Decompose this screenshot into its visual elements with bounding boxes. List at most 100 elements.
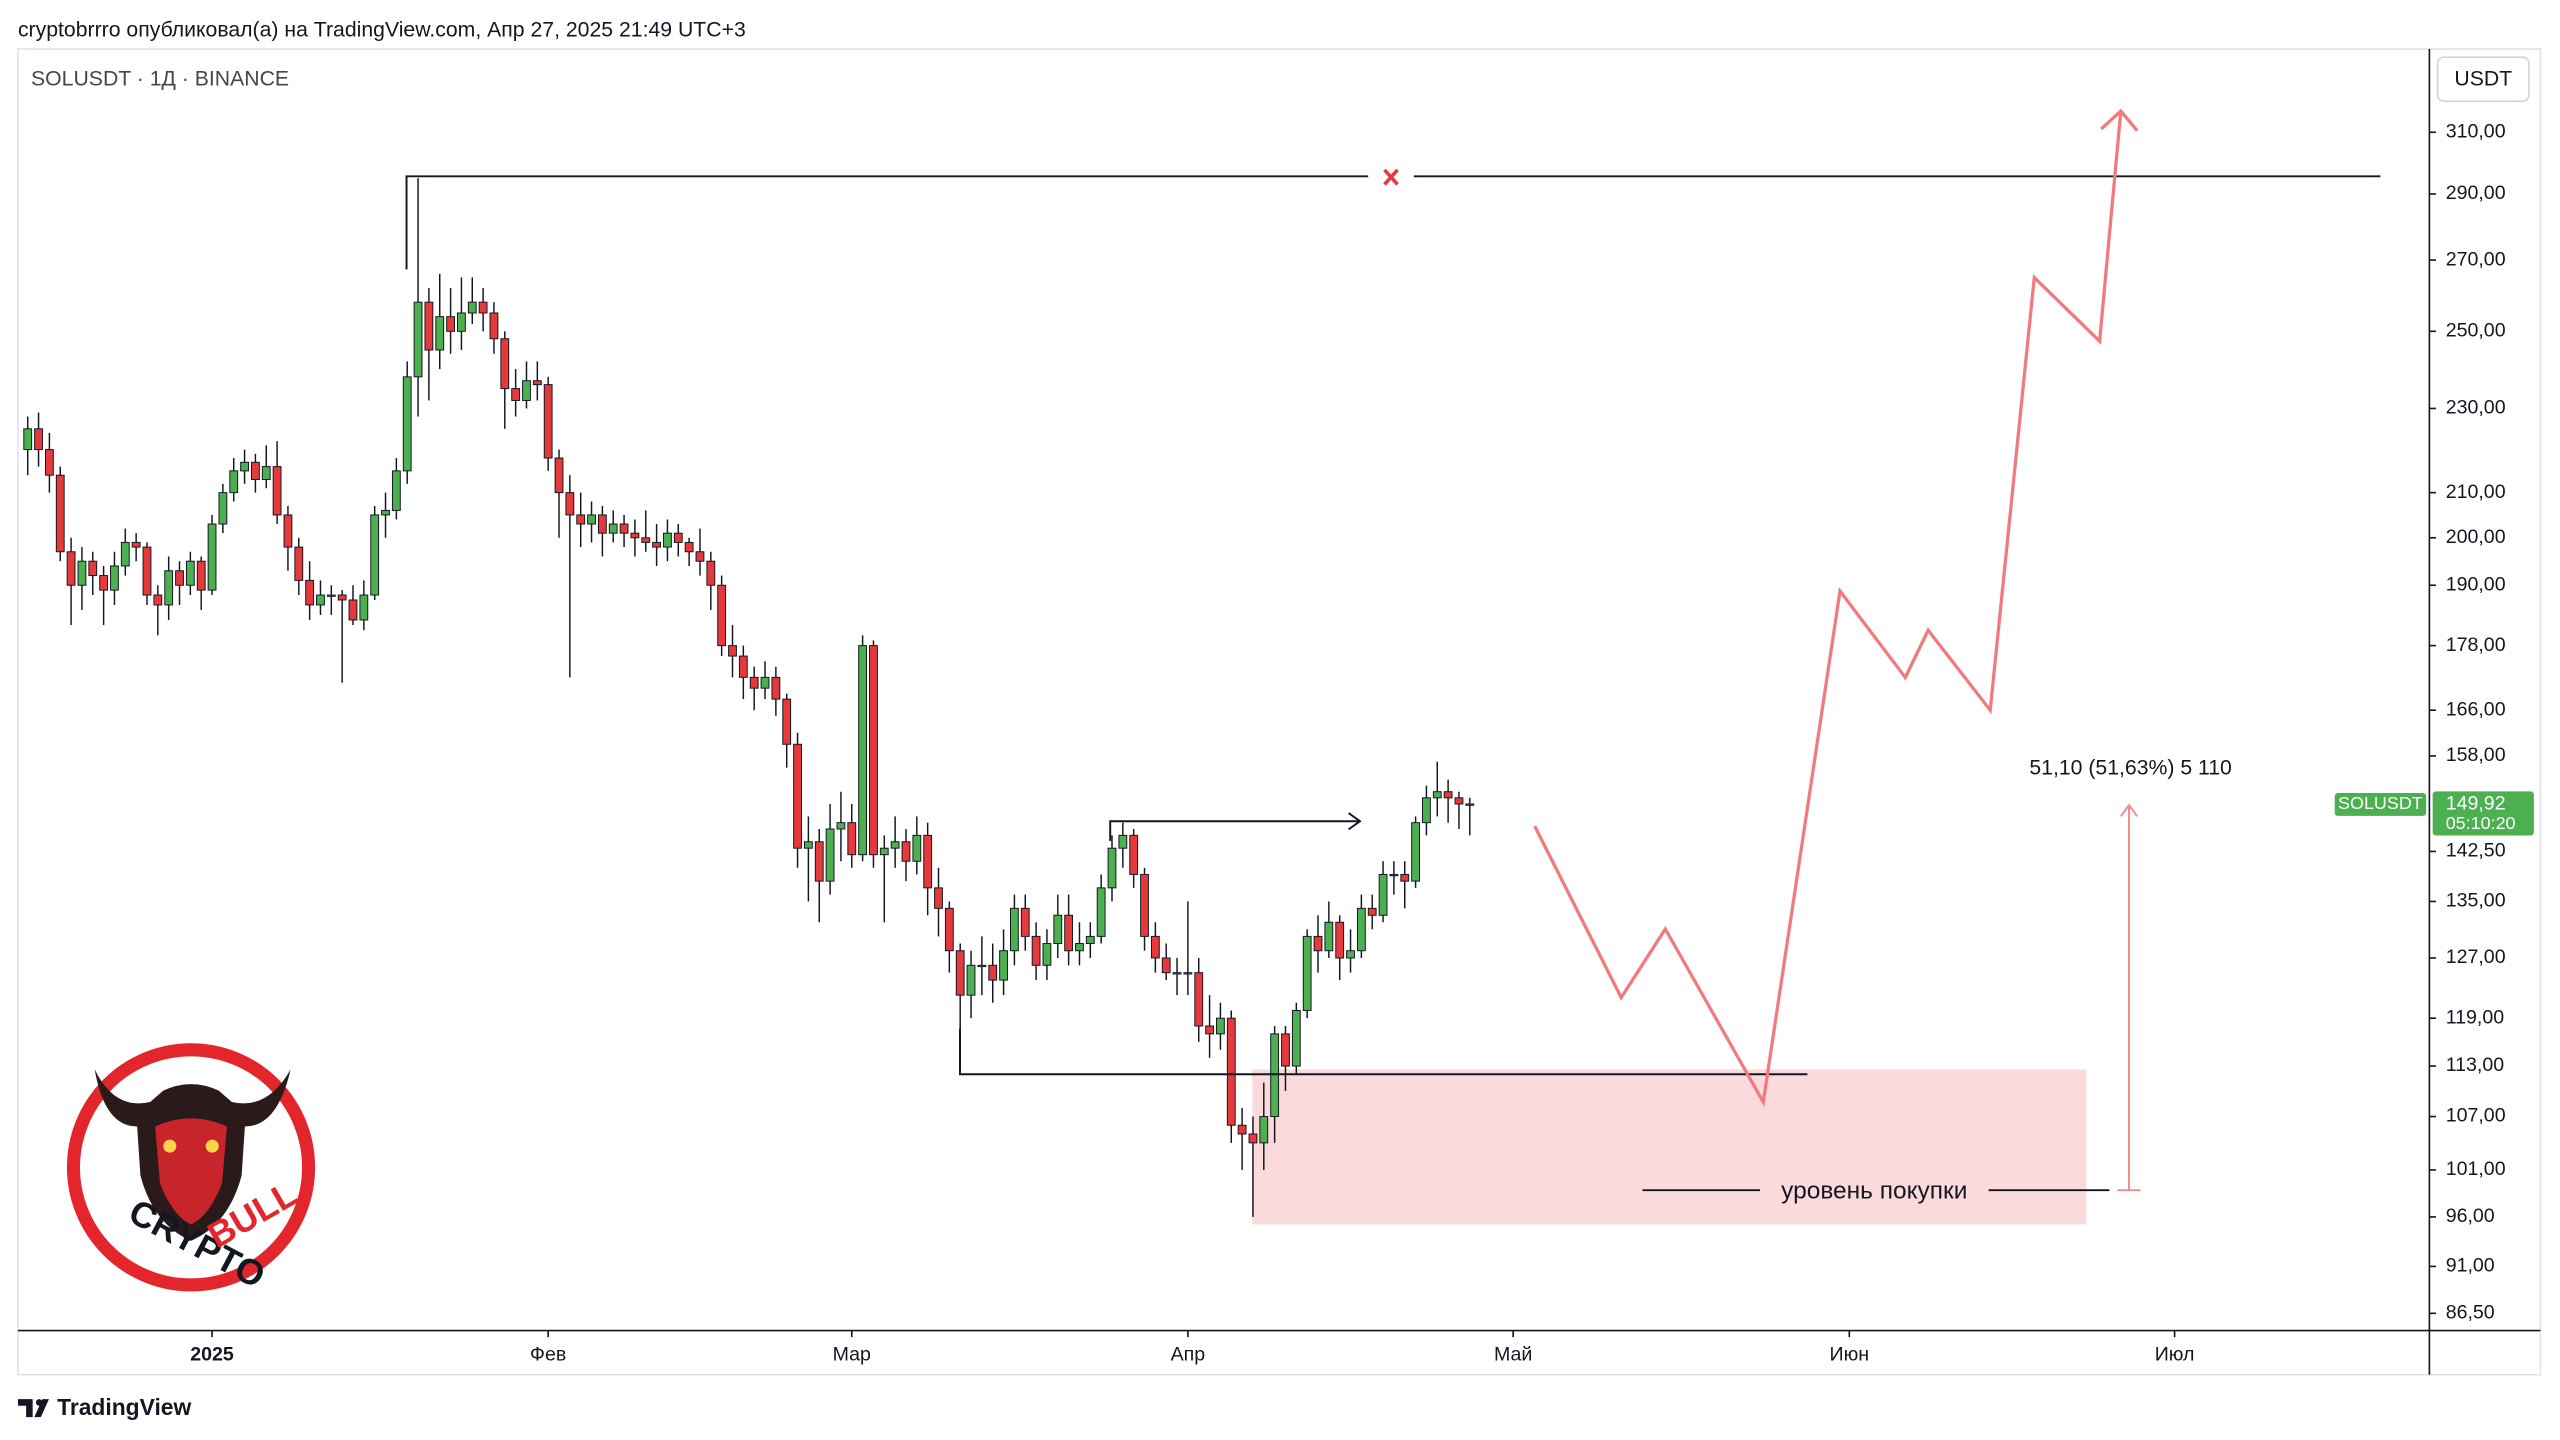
candle-body [251,461,260,481]
candle-body [478,301,488,314]
forecast-path [1533,110,2123,1107]
y-tick-label: 119,00 [2446,1006,2505,1028]
measure-label: 51,10 (51,63%) 5 110 [2029,757,2232,780]
candle-body [782,698,792,745]
candle-body [1378,873,1388,916]
symbol-title: SOLUSDT · 1Д · BINANCE [31,68,289,91]
y-tick-label: 101,00 [2446,1158,2506,1180]
arrow-line [1109,820,1360,841]
candle-body [55,474,65,553]
candle-body [1216,1017,1225,1035]
candle-body [196,560,206,591]
candle-body [1389,873,1399,877]
candle-body [847,822,857,856]
x-tick-label: Июн [1830,1343,1870,1365]
candle-body [489,312,499,340]
candles [23,178,1475,1217]
candle-body [164,570,174,606]
candle-body [1118,834,1128,849]
candle-body [879,847,889,856]
y-tick-label: 96,00 [2446,1205,2495,1227]
candle-body [1183,972,1193,975]
y-tick-label: 166,00 [2446,698,2506,720]
candle-body [1367,907,1377,916]
candle-body [749,676,759,689]
y-tick-label: 270,00 [2446,248,2506,270]
candle-body [44,449,54,476]
candle-body [663,532,672,548]
y-tick-label: 290,00 [2446,182,2506,204]
candle-body [283,514,293,548]
candle-body [1172,972,1182,975]
currency-box[interactable] [2436,56,2530,103]
candle-body [1150,935,1160,959]
candle-body [1346,950,1355,959]
x-tick-label: Апр [1171,1343,1206,1365]
candle-body [684,541,694,553]
y-tick-label: 91,00 [2446,1255,2495,1277]
y-tick-label: 178,00 [2446,634,2506,656]
candle-body [1465,803,1475,806]
candle-body [110,565,119,591]
candle-body [608,523,618,534]
candle-body [597,514,607,534]
candle-body [34,428,43,451]
candle-body [1302,935,1312,1011]
candle-body [1291,1009,1301,1067]
candle-body [424,301,434,351]
currency: USDT [2454,68,2512,91]
candle-body [381,509,390,516]
candle-body [869,645,878,856]
candle-body [836,822,846,830]
candle-body [554,457,564,494]
buy-zone [1252,1069,2087,1225]
candle-body [467,301,477,314]
invalid-mark [1383,168,1399,186]
candle-body [153,594,163,606]
symbol-price-tag [2334,793,2427,816]
drawings [405,175,2381,1192]
forecast-arrow [2100,108,2139,132]
footer-logo [17,1399,49,1418]
candle-body [1194,972,1204,1027]
candle-body [543,384,553,459]
candle-body [1020,907,1030,937]
candle-body [142,546,152,596]
candle-body [695,551,705,562]
candle-body [717,584,727,647]
candle-body [337,594,347,601]
x-tick-label: Май [1494,1343,1532,1365]
candle-body [391,470,401,511]
y-tick-label: 190,00 [2446,573,2506,595]
candle-body [619,523,629,534]
candle-body [218,492,228,525]
x-tick-label: Мар [833,1343,871,1365]
candle-body [175,570,184,586]
candle-body [1356,907,1366,952]
resistance-line [405,175,1369,270]
candle-body [912,834,922,862]
frame [17,48,2542,1376]
candle-body [901,841,911,862]
x-tick-label: Июл [2155,1343,2195,1365]
candle-body [1031,935,1041,966]
y-tick-label: 142,50 [2446,840,2506,862]
candle-body [522,380,531,401]
candle-body [630,532,640,539]
candle-body [923,834,933,889]
candle-body [1107,847,1117,889]
candle-body [294,546,304,581]
candle-body [641,537,651,543]
candle-body [890,841,900,849]
candle-body [1443,791,1453,799]
candle-body [1281,1033,1290,1067]
candle-body [738,655,748,678]
y-tick-label: 230,00 [2446,397,2506,419]
candle-body [858,645,868,856]
candle-body [120,541,130,567]
candle-body [1161,957,1171,974]
header: cryptobrrro опубликовал(а) на TradingVie… [18,19,746,42]
candle-body [934,887,943,909]
